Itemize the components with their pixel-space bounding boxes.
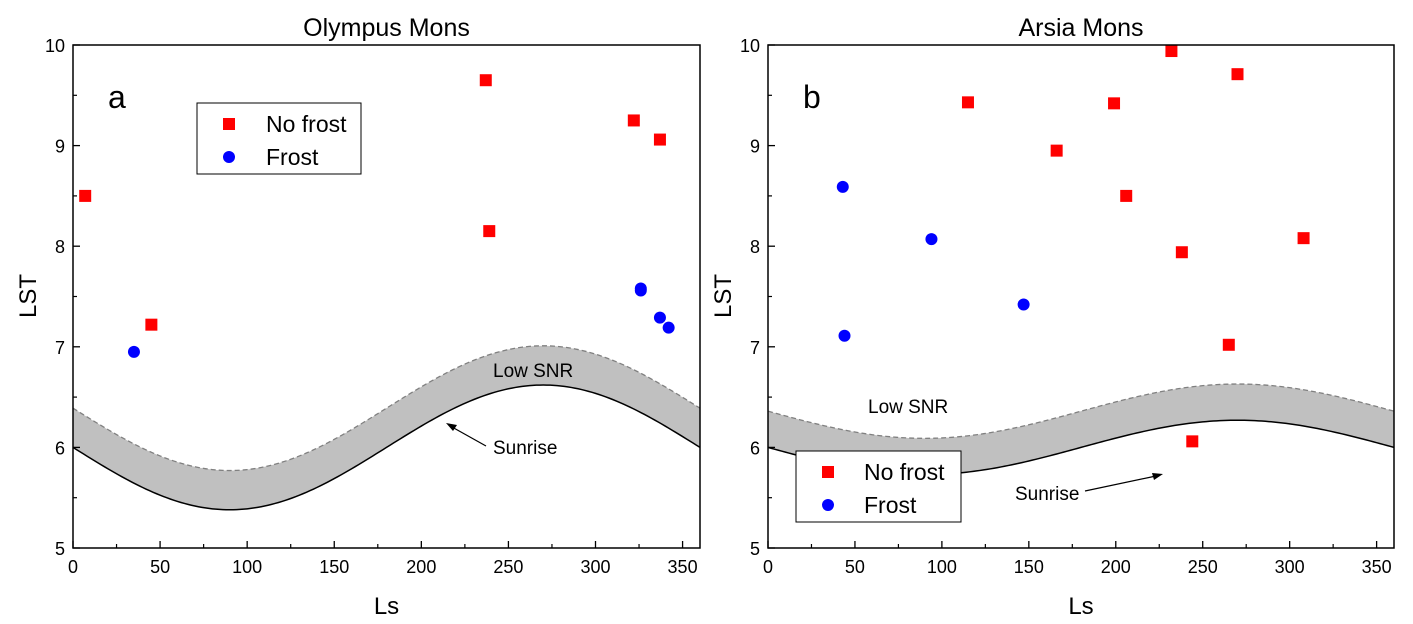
no-frost-point: [1108, 97, 1121, 110]
no-frost-point: [1165, 45, 1178, 58]
y-tick-label: 6: [55, 438, 65, 458]
x-tick-label: 350: [1362, 557, 1392, 577]
legend-box: [795, 450, 962, 523]
frost-point: [836, 180, 849, 193]
no-frost-point: [483, 225, 496, 238]
no-frost-point: [1050, 144, 1063, 157]
y-tick-label: 6: [750, 438, 760, 458]
legend: No frost Frost: [795, 450, 962, 523]
legend-label-frost: Frost: [864, 492, 917, 518]
y-tick-label: 7: [750, 338, 760, 358]
frost-point: [634, 284, 647, 297]
no-frost-point: [1297, 232, 1310, 245]
x-tick-label: 200: [1101, 557, 1131, 577]
legend-label-frost: Frost: [266, 144, 319, 170]
x-tick-label: 100: [232, 557, 262, 577]
frost-point: [127, 345, 140, 358]
low-snr-band: [73, 345, 700, 510]
x-tick-label: 300: [1275, 557, 1305, 577]
y-tick-label: 10: [740, 36, 760, 56]
no-frost-point: [1222, 338, 1235, 351]
y-tick-label: 5: [750, 539, 760, 559]
x-tick-label: 250: [1188, 557, 1218, 577]
frost-point: [1017, 298, 1030, 311]
legend: No frost Frost: [196, 102, 362, 175]
band-label: Low SNR: [493, 361, 573, 382]
y-tick-label: 8: [55, 237, 65, 257]
no-frost-point: [1186, 435, 1199, 448]
no-frost-point: [653, 133, 666, 146]
no-frost-point: [961, 96, 974, 109]
y-tick-label: 10: [45, 36, 65, 56]
y-axis-label: LST: [710, 274, 737, 318]
legend-label-no-frost: No frost: [266, 111, 347, 137]
frost-point: [838, 329, 851, 342]
axes-layer: 0 50 100 150 200 250 300 350 5 6 7 8 9 10: [740, 36, 1395, 577]
sunrise-arrow: [1084, 473, 1163, 492]
x-tick-label: 200: [406, 557, 436, 577]
x-tick-label: 300: [580, 557, 610, 577]
x-tick-label: 0: [68, 557, 78, 577]
frost-point: [662, 321, 675, 334]
no-frost-point: [1175, 246, 1188, 259]
panel-label: b: [803, 79, 821, 115]
x-axis-label: Ls: [374, 593, 399, 620]
x-axis-label: Ls: [1068, 593, 1093, 620]
legend-box: [196, 102, 362, 175]
points-layer: [79, 74, 675, 358]
low-snr-band-layer: [72, 345, 701, 511]
low-snr-upper-boundary: [767, 383, 1395, 439]
points-layer: [836, 45, 1310, 448]
sunrise-curve: [72, 384, 701, 511]
frost-point: [653, 311, 666, 324]
x-tick-label: 350: [668, 557, 698, 577]
panel-olympus-mons: Olympus Mons a Low SNR Sunrise 0 50 100 150…: [15, 14, 701, 620]
sunrise-arrow: [446, 423, 487, 447]
x-tick-label: 150: [319, 557, 349, 577]
x-tick-label: 50: [150, 557, 170, 577]
axes-layer: 0 50 100 150 200 250 300 350 5 6 7 8 9 10: [45, 36, 701, 577]
chart-title: Olympus Mons: [303, 14, 470, 42]
no-frost-point: [1120, 189, 1133, 202]
x-tick-label: 100: [927, 557, 957, 577]
x-tick-label: 0: [763, 557, 773, 577]
x-tick-label: 250: [493, 557, 523, 577]
legend-marker-frost: [223, 151, 235, 163]
no-frost-point: [1231, 68, 1244, 81]
panel-arsia-mons: Arsia Mons b Low SNR Sunrise 0 50 100 150 20…: [710, 14, 1395, 620]
no-frost-point: [627, 114, 640, 127]
frost-point: [925, 233, 938, 246]
chart-title: Arsia Mons: [1018, 14, 1143, 42]
legend-label-no-frost: No frost: [864, 459, 945, 485]
x-tick-label: 150: [1014, 557, 1044, 577]
legend-marker-no-frost: [223, 118, 235, 130]
x-tick-label: 50: [845, 557, 865, 577]
y-axis-label: LST: [15, 274, 42, 318]
y-tick-label: 8: [750, 237, 760, 257]
band-label: Low SNR: [868, 397, 948, 418]
curve-label: Sunrise: [493, 438, 557, 459]
no-frost-point: [145, 318, 158, 331]
panel-label: a: [108, 79, 126, 115]
y-tick-label: 9: [55, 137, 65, 157]
y-tick-label: 5: [55, 539, 65, 559]
curve-label: Sunrise: [1015, 484, 1079, 505]
no-frost-point: [479, 74, 492, 87]
no-frost-point: [79, 189, 92, 202]
y-tick-label: 7: [55, 338, 65, 358]
legend-marker-no-frost: [822, 466, 834, 478]
legend-marker-frost: [822, 499, 834, 511]
y-tick-label: 9: [750, 137, 760, 157]
